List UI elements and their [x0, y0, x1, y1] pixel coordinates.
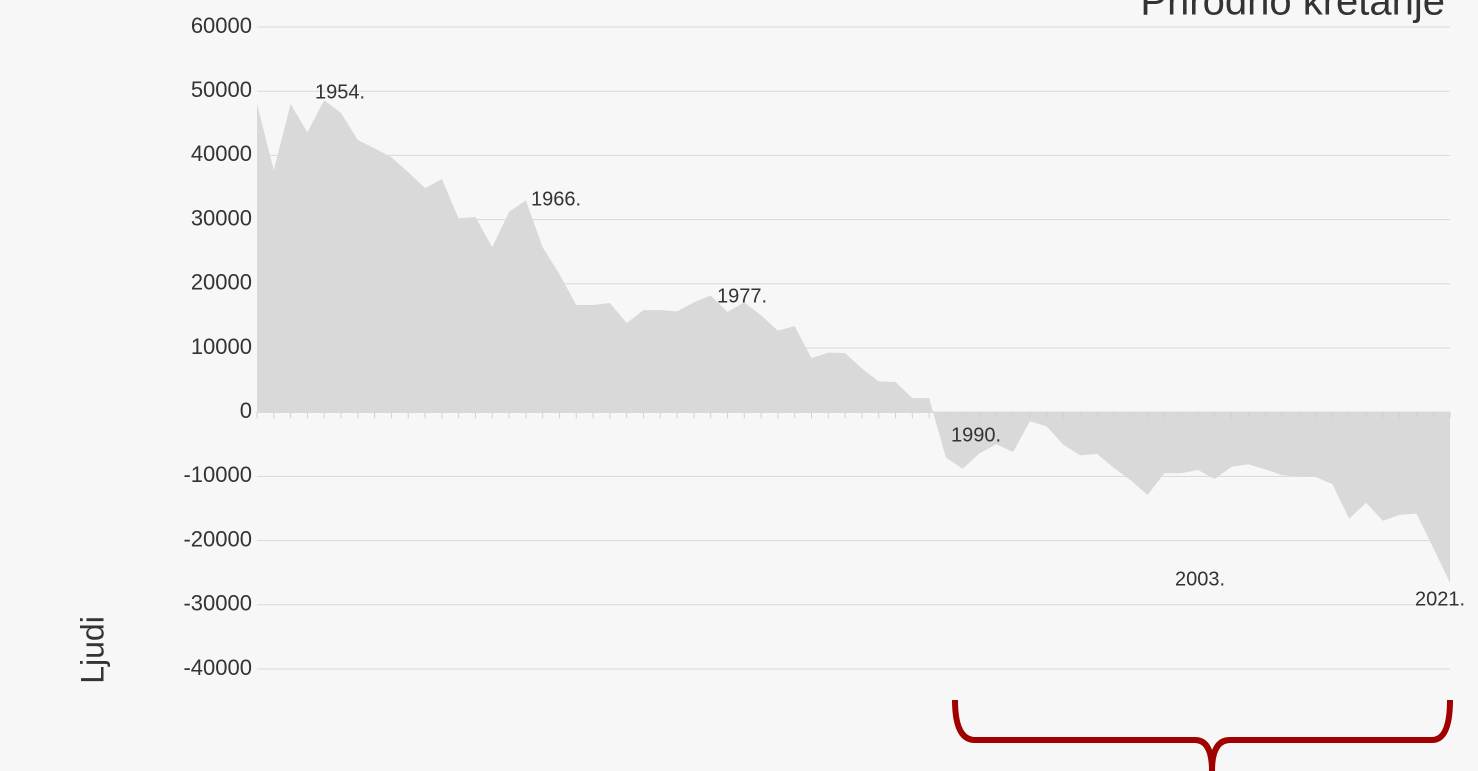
y-tick-label: 30000 [191, 205, 252, 230]
y-tick-label: -20000 [183, 526, 252, 551]
area [257, 100, 1450, 583]
y-tick-label: 20000 [191, 270, 252, 295]
y-tick-label: 10000 [191, 334, 252, 359]
annotation: 1977. [717, 285, 767, 307]
annotation: 2021. [1415, 588, 1465, 610]
annotation: 1966. [531, 188, 581, 210]
y-axis-label: Ljudi [74, 616, 110, 684]
y-tick-label: 0 [240, 398, 252, 423]
annotation: 1954. [315, 81, 365, 103]
y-tick-label: -10000 [183, 462, 252, 487]
chart-title: Prirodno kretanje [1140, 0, 1445, 24]
y-tick-label: -40000 [183, 655, 252, 680]
annotation: 2003. [1175, 568, 1225, 590]
annotation: 1990. [951, 424, 1001, 446]
y-tick-label: 40000 [191, 141, 252, 166]
y-tick-label: -30000 [183, 591, 252, 616]
bracket [952, 699, 1453, 771]
y-tick-label: 60000 [191, 13, 252, 38]
y-tick-label: 50000 [191, 77, 252, 102]
